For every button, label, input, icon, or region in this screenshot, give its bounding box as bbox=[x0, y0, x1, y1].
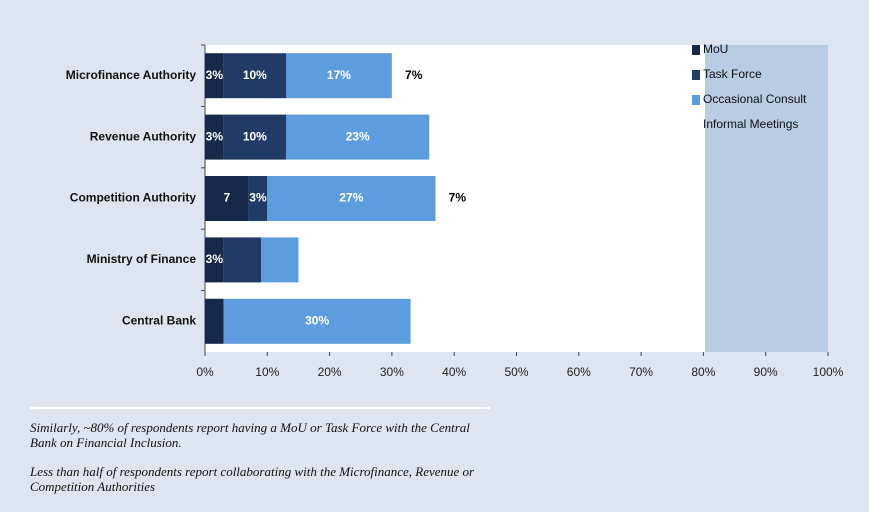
bar-segment bbox=[391, 53, 436, 99]
legend-label: Informal Meetings bbox=[703, 117, 798, 131]
value-label: 3% bbox=[206, 129, 224, 143]
separator bbox=[30, 407, 490, 409]
chart: 0% 10% 20% 30% 40% 50% 60% 70% 80% 90% 100% Microfi… bbox=[66, 42, 844, 379]
bar-segment bbox=[223, 53, 286, 99]
legend-label: Task Force bbox=[703, 67, 762, 81]
y-tick-label: Competition Authority bbox=[70, 191, 197, 205]
x-tick-label: 20% bbox=[318, 365, 342, 379]
bar-segment bbox=[248, 176, 268, 221]
legend-swatch bbox=[692, 70, 700, 80]
x-tick-label: 50% bbox=[504, 365, 528, 379]
legend-label: MoU bbox=[703, 42, 728, 56]
value-label: 7% bbox=[405, 68, 423, 82]
note: Similarly, ~80% of respondents report ha… bbox=[30, 420, 470, 450]
bar-segment bbox=[205, 176, 249, 221]
value-label: 3% bbox=[206, 68, 224, 82]
x-tick-label: 80% bbox=[691, 365, 715, 379]
x-tick-label: 0% bbox=[196, 365, 214, 379]
x-tick-label: 70% bbox=[629, 365, 653, 379]
value-label: 10% bbox=[243, 129, 267, 143]
bar-segment bbox=[435, 176, 480, 221]
legend-swatch bbox=[692, 45, 700, 55]
value-label: 30% bbox=[305, 313, 329, 327]
bar-segment bbox=[285, 53, 392, 99]
y-tick-label: Central Bank bbox=[122, 313, 196, 327]
legend-background bbox=[705, 45, 828, 352]
x-tick-label: 40% bbox=[442, 365, 466, 379]
bar-segment bbox=[267, 176, 436, 221]
value-label: 10% bbox=[243, 68, 267, 82]
bar-segment bbox=[205, 237, 224, 283]
x-tick-label: 90% bbox=[754, 365, 778, 379]
bar-segment bbox=[223, 298, 411, 344]
legend-swatch bbox=[692, 95, 700, 105]
y-tick-label: Microfinance Authority bbox=[66, 68, 197, 82]
legend-label: Occasional Consult bbox=[703, 92, 807, 106]
bar-segment bbox=[223, 237, 262, 283]
value-label: 17% bbox=[327, 68, 351, 82]
note: Less than half of respondents report col… bbox=[30, 464, 475, 494]
bar-segment bbox=[205, 53, 224, 99]
y-tick-label: Ministry of Finance bbox=[87, 252, 197, 266]
bar-segment bbox=[285, 114, 430, 160]
value-label: 7 bbox=[223, 191, 230, 205]
value-label: 3% bbox=[206, 252, 224, 266]
value-label: 23% bbox=[346, 129, 370, 143]
bar-segment bbox=[205, 298, 224, 344]
value-label: 27% bbox=[339, 191, 363, 205]
bar-segment bbox=[205, 114, 224, 160]
value-label: 7% bbox=[449, 191, 467, 205]
x-tick-label: 60% bbox=[567, 365, 591, 379]
x-tick-label: 10% bbox=[255, 365, 279, 379]
y-tick-label: Revenue Authority bbox=[90, 129, 197, 143]
value-label: 3% bbox=[249, 191, 267, 205]
x-tick-label: 100% bbox=[813, 365, 844, 379]
bar-segment bbox=[223, 114, 286, 160]
bar-segment bbox=[261, 237, 299, 283]
x-tick-label: 30% bbox=[380, 365, 404, 379]
